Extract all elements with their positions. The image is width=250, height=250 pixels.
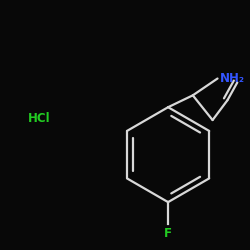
Text: HCl: HCl bbox=[28, 112, 50, 124]
Text: NH₂: NH₂ bbox=[220, 72, 244, 85]
Text: F: F bbox=[164, 227, 172, 240]
